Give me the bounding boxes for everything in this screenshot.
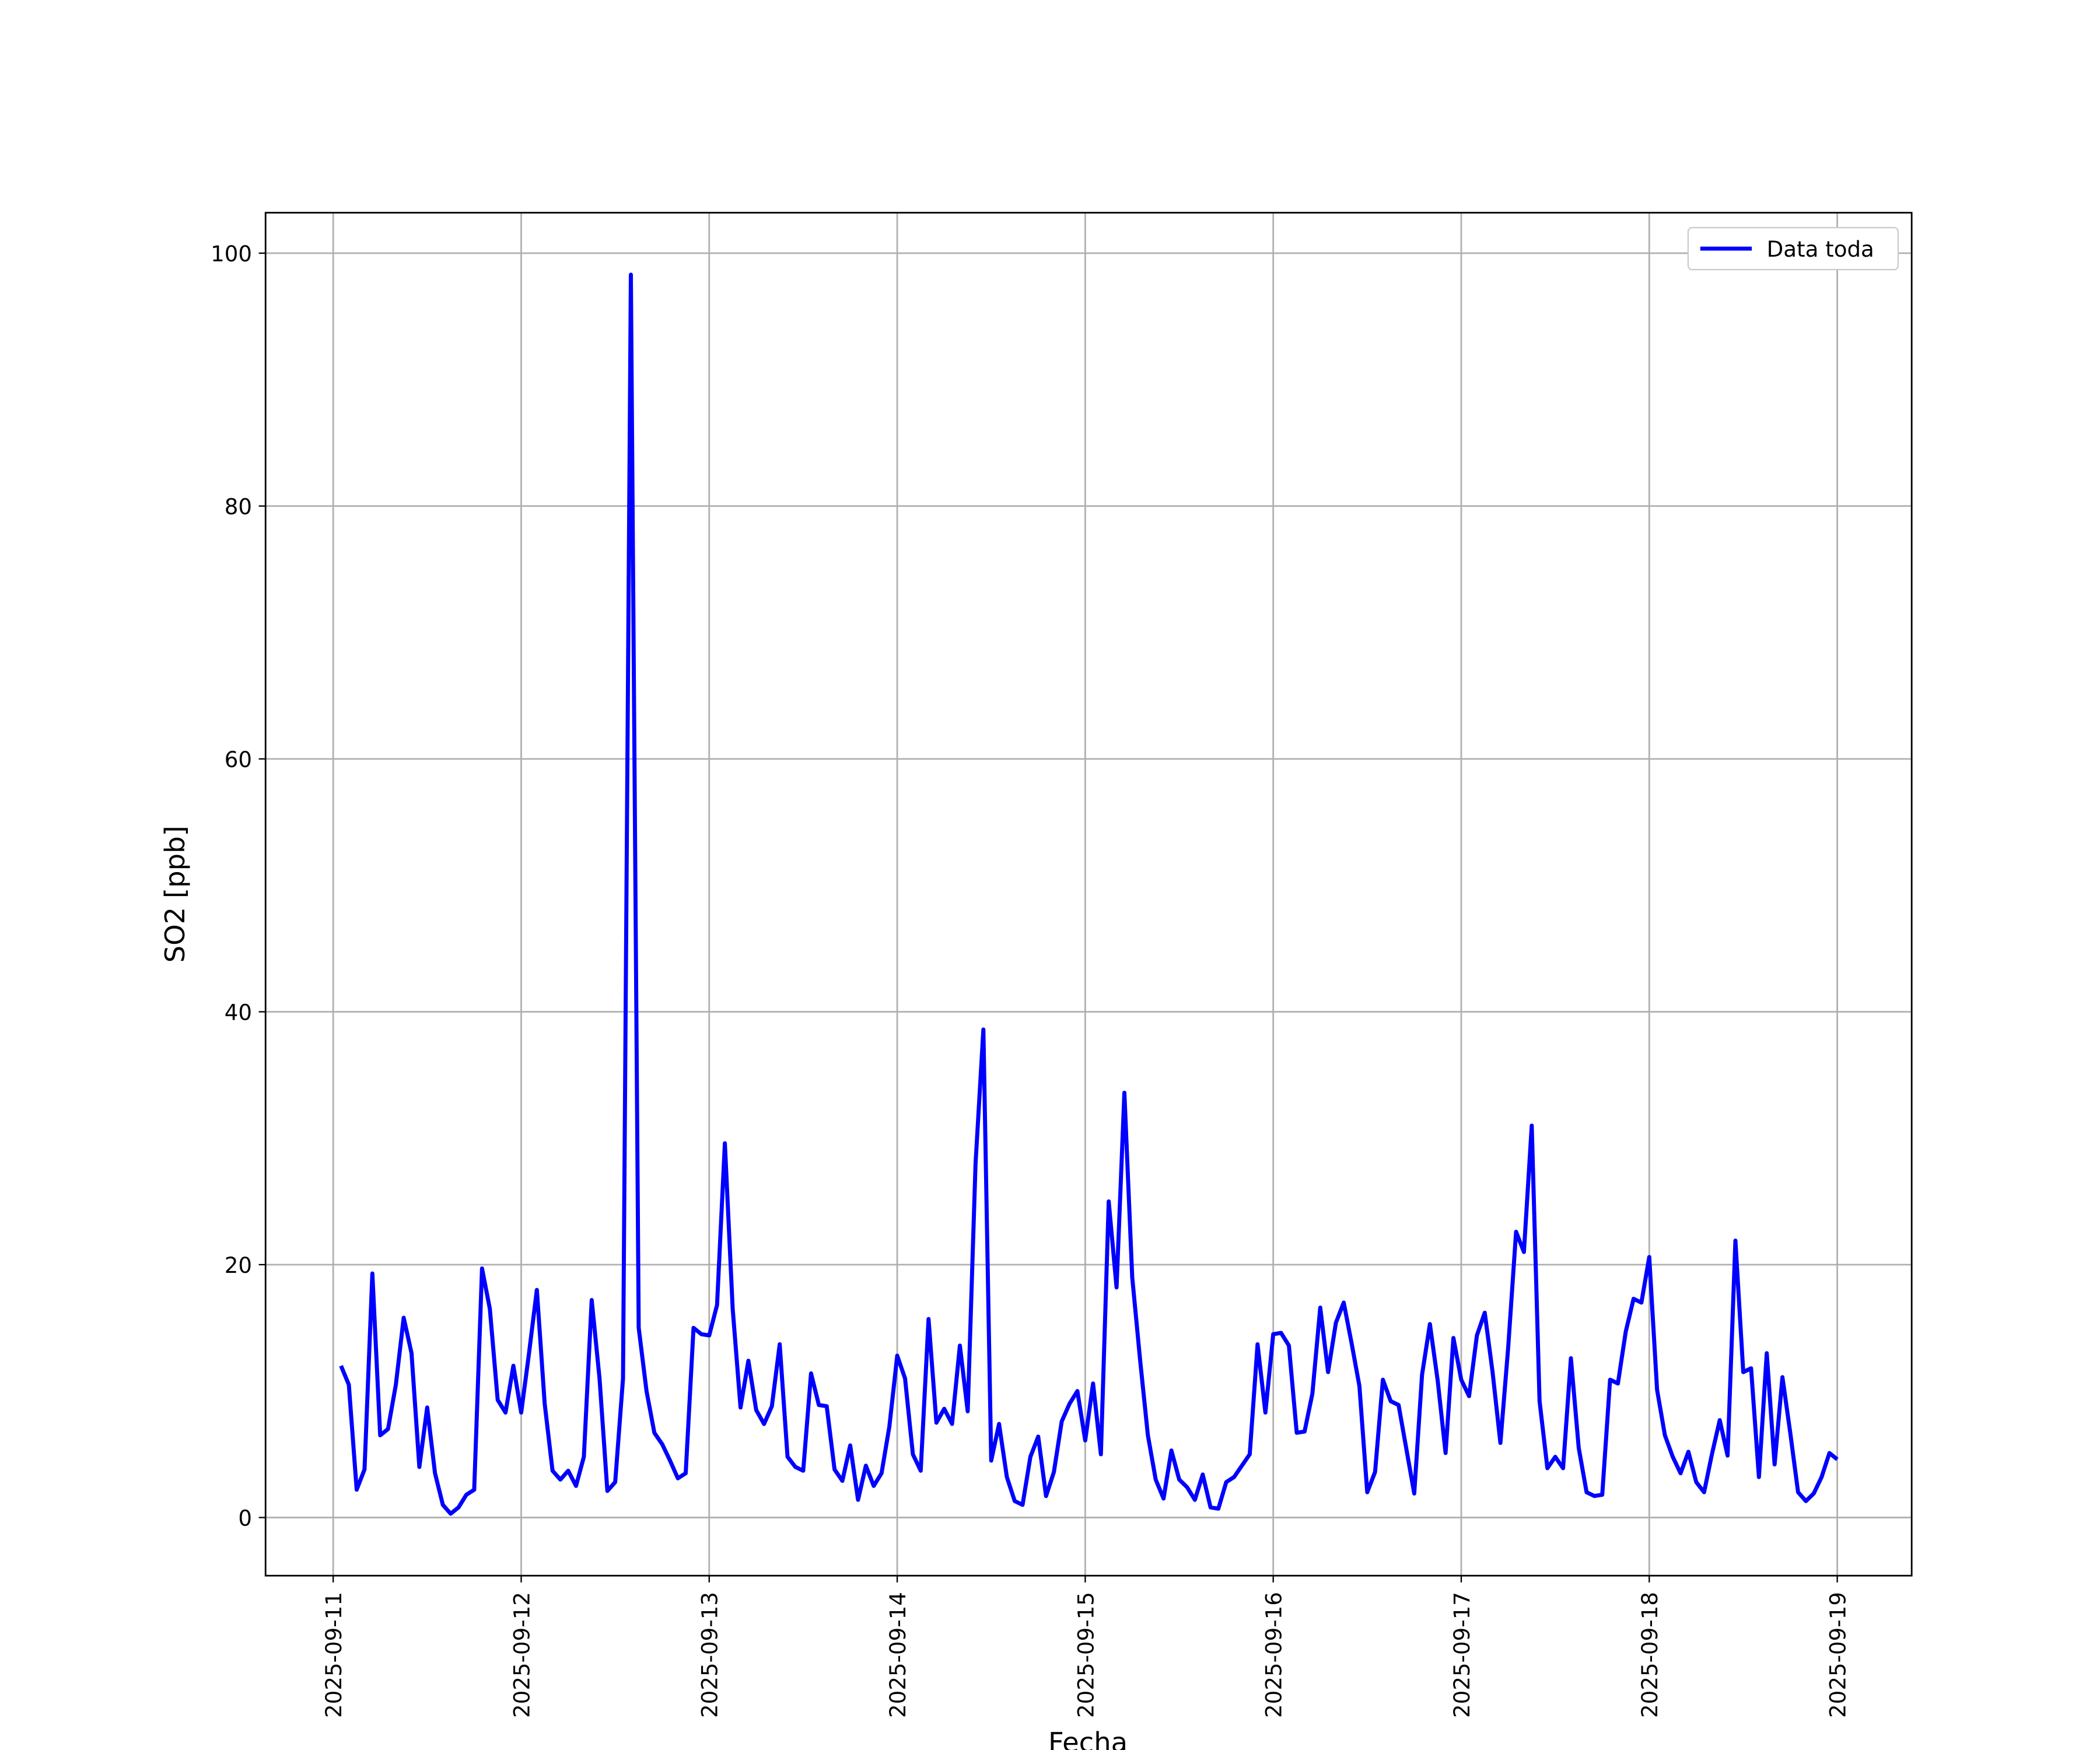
x-tick-label: 2025-09-16 bbox=[1262, 1592, 1287, 1718]
x-tick-label: 2025-09-13 bbox=[698, 1592, 723, 1718]
plot-frame bbox=[264, 212, 1913, 1577]
x-tick-label: 2025-09-18 bbox=[1637, 1592, 1662, 1718]
y-tick-label: 80 bbox=[225, 494, 252, 519]
x-tick-label: 2025-09-17 bbox=[1450, 1592, 1475, 1718]
y-tick-label: 20 bbox=[225, 1253, 252, 1278]
x-tick-label: 2025-09-14 bbox=[886, 1592, 911, 1718]
x-tick-label: 2025-09-19 bbox=[1826, 1592, 1851, 1718]
x-tick-label: 2025-09-12 bbox=[509, 1592, 534, 1718]
legend-box bbox=[1687, 227, 1899, 271]
x-tick-label: 2025-09-15 bbox=[1073, 1592, 1098, 1718]
y-axis-label: SO2 [ppb] bbox=[159, 825, 191, 963]
y-tick-label: 100 bbox=[211, 242, 252, 267]
y-tick-label: 0 bbox=[238, 1506, 252, 1531]
y-tick-label: 40 bbox=[225, 1000, 252, 1025]
x-tick-label: 2025-09-11 bbox=[321, 1592, 346, 1718]
legend-label: Data toda bbox=[1767, 237, 1874, 262]
data-line bbox=[339, 272, 1839, 1516]
x-axis-label: Fecha bbox=[1048, 1727, 1128, 1750]
y-tick-label: 60 bbox=[225, 747, 252, 772]
